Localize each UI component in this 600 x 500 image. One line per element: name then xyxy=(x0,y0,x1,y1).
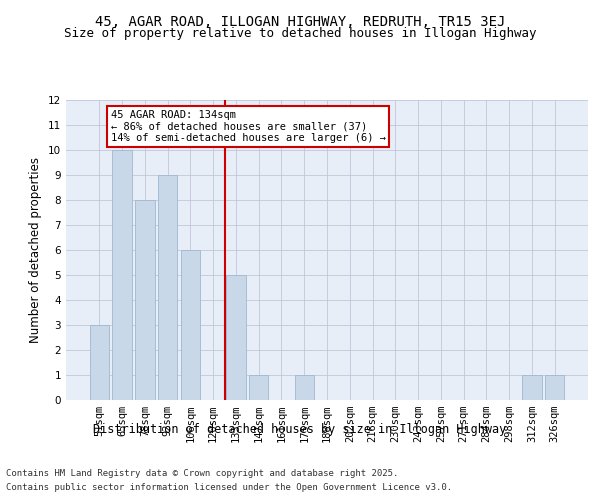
Bar xyxy=(158,175,178,400)
Bar xyxy=(295,375,314,400)
Bar xyxy=(181,250,200,400)
Text: Contains HM Land Registry data © Crown copyright and database right 2025.: Contains HM Land Registry data © Crown c… xyxy=(6,468,398,477)
Bar xyxy=(135,200,155,400)
Text: 45, AGAR ROAD, ILLOGAN HIGHWAY, REDRUTH, TR15 3EJ: 45, AGAR ROAD, ILLOGAN HIGHWAY, REDRUTH,… xyxy=(95,15,505,29)
Text: Size of property relative to detached houses in Illogan Highway: Size of property relative to detached ho… xyxy=(64,28,536,40)
Text: 45 AGAR ROAD: 134sqm
← 86% of detached houses are smaller (37)
14% of semi-detac: 45 AGAR ROAD: 134sqm ← 86% of detached h… xyxy=(111,110,386,143)
Bar xyxy=(545,375,564,400)
Bar xyxy=(249,375,268,400)
Text: Contains public sector information licensed under the Open Government Licence v3: Contains public sector information licen… xyxy=(6,484,452,492)
Text: Distribution of detached houses by size in Illogan Highway: Distribution of detached houses by size … xyxy=(94,422,506,436)
Bar xyxy=(112,150,132,400)
Bar xyxy=(226,275,245,400)
Bar xyxy=(522,375,542,400)
Y-axis label: Number of detached properties: Number of detached properties xyxy=(29,157,43,343)
Bar xyxy=(90,325,109,400)
